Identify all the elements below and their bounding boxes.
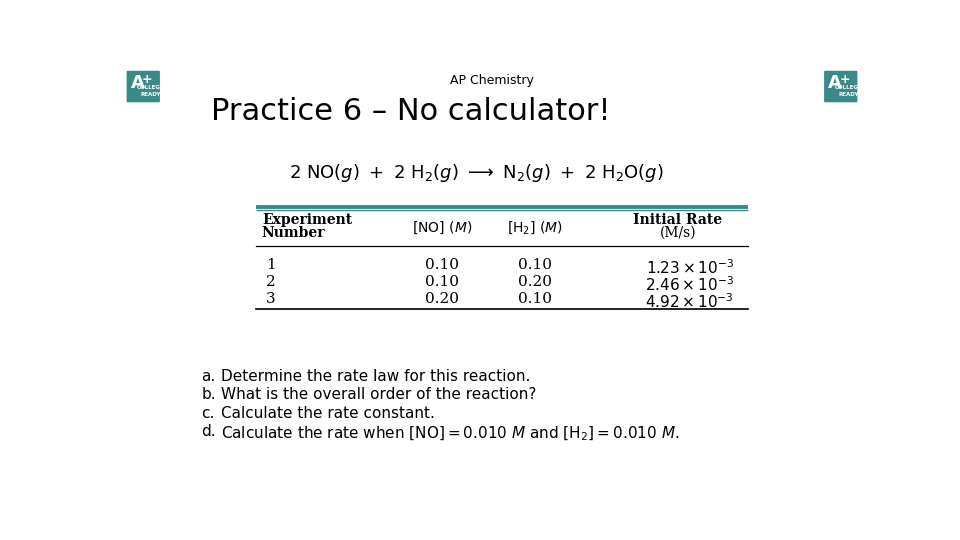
- Text: $\rm [H_2]\ (\mathit{M})$: $\rm [H_2]\ (\mathit{M})$: [507, 220, 563, 237]
- Text: b.: b.: [202, 387, 216, 402]
- Text: $1.23 \times 10^{-3}$: $1.23 \times 10^{-3}$: [645, 258, 733, 277]
- Text: c.: c.: [202, 406, 215, 421]
- Text: 0.10: 0.10: [517, 292, 552, 306]
- Text: Number: Number: [262, 226, 325, 240]
- Text: a.: a.: [202, 369, 216, 384]
- Text: Calculate the rate when $\rm [NO] = 0.010\ \mathit{M}$ and $\rm [H_2] = 0.010\ \: Calculate the rate when $\rm [NO] = 0.01…: [221, 424, 680, 443]
- Text: (M/s): (M/s): [660, 226, 696, 240]
- Text: 0.10: 0.10: [517, 258, 552, 272]
- Text: $\rm 2\ NO(\mathit{g})\ +\ 2\ H_2(\mathit{g})\ \longrightarrow\ N_2(\mathit{g})\: $\rm 2\ NO(\mathit{g})\ +\ 2\ H_2(\mathi…: [289, 161, 664, 184]
- Text: COLLEGE: COLLEGE: [137, 85, 165, 90]
- Text: 0.10: 0.10: [424, 275, 459, 289]
- FancyBboxPatch shape: [127, 71, 160, 102]
- Text: AP Chemistry: AP Chemistry: [450, 74, 534, 87]
- Text: COLLEGE: COLLEGE: [834, 85, 862, 90]
- Text: +: +: [142, 73, 153, 86]
- Text: 3: 3: [266, 292, 276, 306]
- Text: A: A: [131, 73, 145, 91]
- Text: +: +: [839, 73, 850, 86]
- Text: Initial Rate: Initial Rate: [634, 213, 723, 227]
- Text: d.: d.: [202, 424, 216, 440]
- Text: 2: 2: [266, 275, 276, 289]
- Text: $\rm [NO]\ (\mathit{M})$: $\rm [NO]\ (\mathit{M})$: [412, 220, 471, 236]
- Text: $2.46 \times 10^{-3}$: $2.46 \times 10^{-3}$: [645, 275, 734, 294]
- Text: Determine the rate law for this reaction.: Determine the rate law for this reaction…: [221, 369, 530, 384]
- Text: Calculate the rate constant.: Calculate the rate constant.: [221, 406, 435, 421]
- Text: READY: READY: [141, 92, 161, 97]
- Text: READY: READY: [838, 92, 858, 97]
- FancyBboxPatch shape: [824, 71, 857, 102]
- Text: A: A: [828, 73, 842, 91]
- Text: Practice 6 – No calculator!: Practice 6 – No calculator!: [211, 97, 612, 126]
- Text: 0.10: 0.10: [424, 258, 459, 272]
- Text: 0.20: 0.20: [517, 275, 552, 289]
- Text: 0.20: 0.20: [424, 292, 459, 306]
- Text: Experiment: Experiment: [262, 213, 352, 227]
- Text: What is the overall order of the reaction?: What is the overall order of the reactio…: [221, 387, 536, 402]
- Text: 1: 1: [266, 258, 276, 272]
- Text: $4.92 \times 10^{-3}$: $4.92 \times 10^{-3}$: [645, 292, 734, 310]
